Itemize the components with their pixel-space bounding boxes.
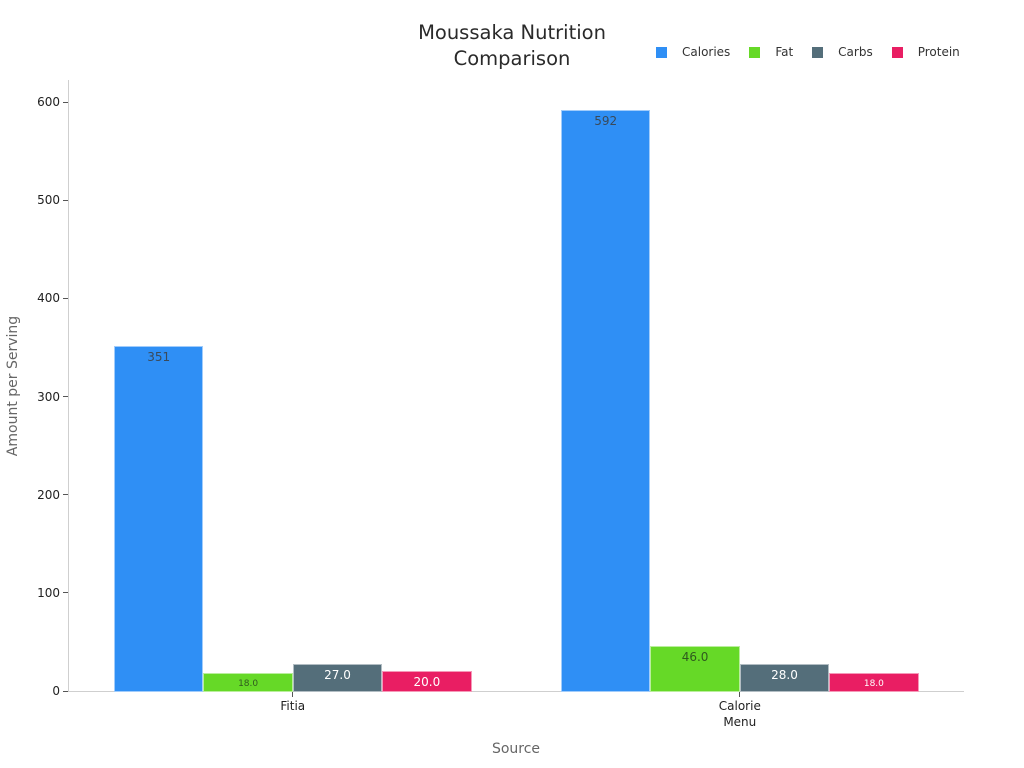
legend-label-carbs: Carbs [838,45,873,59]
legend-label-calories: Calories [682,45,731,59]
x-tick-fitia: Fitia [233,692,353,714]
y-tick-200: 200 [20,488,68,502]
y-tick-300: 300 [20,390,68,404]
legend-swatch-fat [749,46,761,58]
x-tick-mark [739,692,741,697]
bar-calories-fitia[interactable]: 351 [114,346,204,692]
bar-value-label: 18.0 [238,678,259,689]
y-tick-label: 200 [37,487,60,502]
bar-value-label: 18.0 [863,678,884,689]
y-tick-label: 500 [37,193,60,208]
x-tick-label: Fitia [280,699,306,713]
y-axis-line [68,80,69,692]
legend-item-calories[interactable]: Calories [656,45,730,59]
y-tick-mark [63,297,68,299]
legend-swatch-carbs [812,46,824,58]
y-tick-mark [63,199,68,201]
chart-title-line-1: Moussaka Nutrition [418,21,606,44]
legend-label-fat: Fat [775,45,794,59]
bar-value-label: 592 [594,113,618,128]
legend-label-protein: Protein [917,45,960,59]
bar-fat-fitia[interactable]: 18.0 [203,673,293,692]
x-axis-line [68,691,964,692]
y-tick-mark [63,494,68,496]
y-tick-0: 0 [20,684,68,698]
y-tick-400: 400 [20,291,68,305]
y-tick-100: 100 [20,586,68,600]
y-tick-mark [63,592,68,594]
legend-item-protein[interactable]: Protein [891,45,960,59]
chart-title-line-2: Comparison [453,47,571,70]
legend: Calories Fat Carbs Protein [656,45,960,59]
bar-fat-calorie-menu[interactable]: 46.0 [650,645,740,692]
y-tick-label: 600 [37,95,60,109]
x-axis-title: Source [491,741,541,757]
y-tick-label: 0 [52,684,60,698]
y-tick-mark [63,396,68,397]
bar-carbs-fitia[interactable]: 27.0 [292,664,383,692]
bar-protein-calorie-menu[interactable]: 18.0 [829,673,919,692]
legend-swatch-calories [656,46,667,58]
bar-value-label: 28.0 [771,667,798,682]
y-tick-600: 600 [20,95,68,109]
y-tick-label: 100 [37,585,60,600]
bar-protein-fitia[interactable]: 20.0 [382,671,472,692]
bar-value-label: 20.0 [413,675,441,690]
x-tick-calorie-menu: Calorie Menu [680,692,800,730]
y-tick-mark [63,101,68,103]
y-tick-500: 500 [20,193,68,207]
legend-item-carbs[interactable]: Carbs [812,45,873,59]
bar-value-label: 351 [147,350,171,365]
y-tick-label: 300 [37,389,60,404]
bar-carbs-calorie-menu[interactable]: 28.0 [739,663,830,692]
bar-value-label: 46.0 [681,649,709,664]
y-tick-mark [63,690,68,692]
y-tick-label: 400 [37,291,60,306]
legend-item-fat[interactable]: Fat [749,45,793,59]
x-tick-label: Menu [723,715,757,729]
legend-swatch-protein [891,46,903,58]
bar-value-label: 27.0 [324,668,351,683]
chart-title: Moussaka Nutrition Comparison [362,20,662,72]
x-tick-mark [292,692,294,697]
bar-calories-calorie-menu[interactable]: 592 [561,109,651,692]
x-tick-label: Calorie [718,699,761,713]
